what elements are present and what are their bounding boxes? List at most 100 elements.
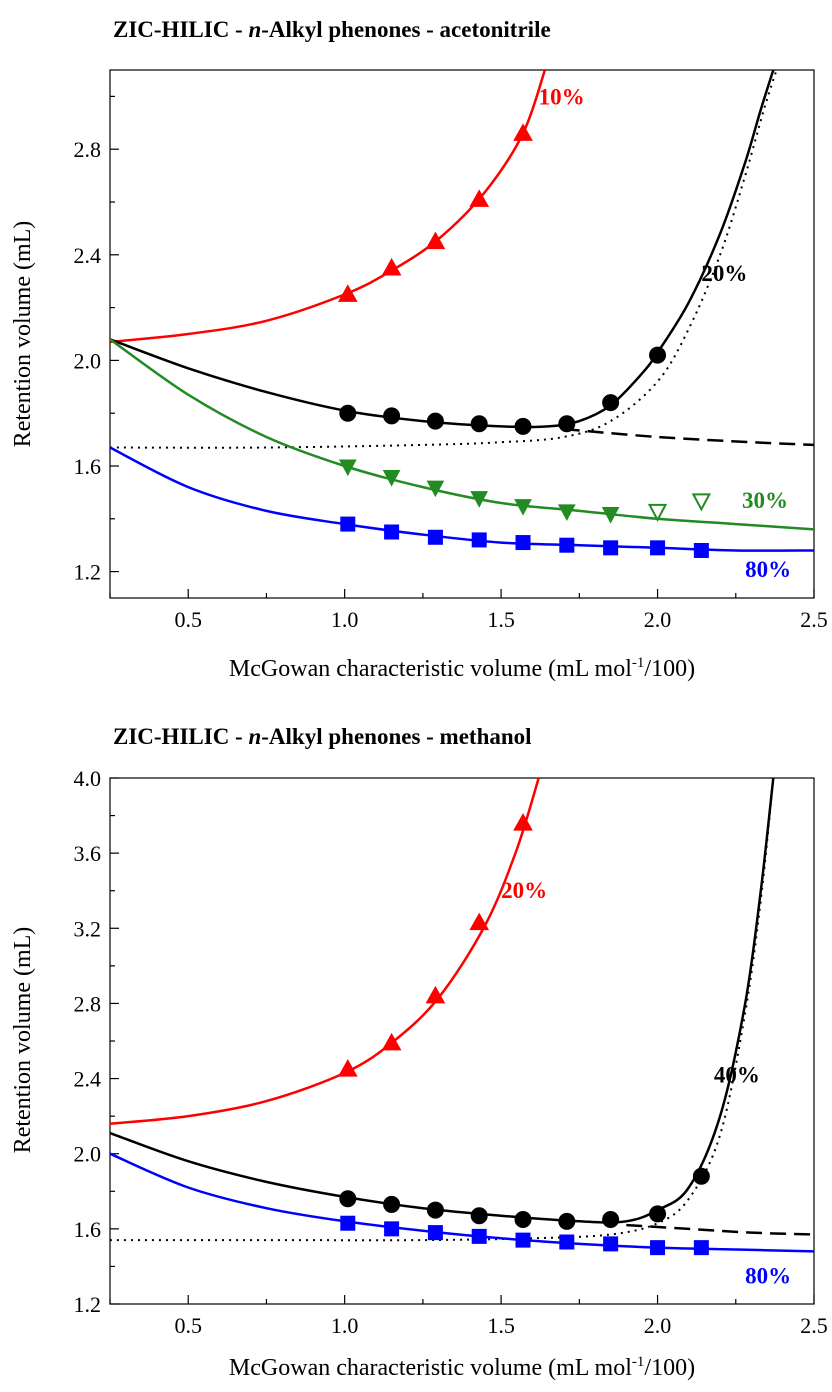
series-80pct bbox=[110, 446, 814, 558]
y-axis-label: Retention volume (mL) bbox=[10, 221, 36, 448]
data-point bbox=[649, 346, 667, 364]
y-tick-label: 2.0 bbox=[74, 348, 102, 373]
x-tick-label: 2.5 bbox=[800, 1313, 828, 1338]
data-point bbox=[515, 535, 531, 551]
x-tick-label: 0.5 bbox=[174, 1313, 202, 1338]
series-label: 40% bbox=[714, 1062, 760, 1087]
data-point bbox=[513, 123, 533, 141]
series-label: 80% bbox=[745, 557, 791, 582]
data-point bbox=[427, 1225, 443, 1241]
y-axis-label: Retention volume (mL) bbox=[10, 927, 36, 1154]
panel-methanol: ZIC-HILIC - n-Alkyl phenones - methanol … bbox=[10, 724, 828, 1381]
y-tick-label: 2.4 bbox=[74, 1067, 102, 1092]
data-point bbox=[426, 1201, 444, 1219]
data-point bbox=[515, 1232, 531, 1248]
data-point bbox=[649, 1205, 667, 1223]
data-point bbox=[650, 540, 666, 556]
data-point bbox=[602, 394, 620, 412]
y-tick-label: 2.0 bbox=[74, 1142, 102, 1167]
plot-frame bbox=[109, 69, 815, 599]
data-point bbox=[513, 813, 533, 831]
data-point bbox=[427, 529, 443, 545]
dotted-line bbox=[110, 70, 778, 449]
data-point bbox=[426, 480, 445, 498]
x-tick-label: 1.5 bbox=[487, 607, 515, 632]
data-point bbox=[384, 524, 400, 540]
y-tick-label: 1.2 bbox=[74, 560, 102, 585]
data-point bbox=[514, 1210, 532, 1228]
data-point bbox=[469, 912, 490, 931]
data-point bbox=[693, 1240, 709, 1256]
x-ticks: 0.5 1.0 1.5 2.0 2.5 bbox=[109, 1295, 828, 1338]
series-80pct bbox=[110, 1152, 814, 1256]
dashed-line bbox=[626, 1223, 814, 1236]
chart-title: ZIC-HILIC - n-Alkyl phenones - methanol bbox=[113, 724, 532, 749]
fit-line bbox=[110, 446, 814, 552]
plot-area: 10% 20% 30% 80% bbox=[110, 70, 814, 582]
y-ticks: 1.2 1.6 2.0 2.4 2.8 3.2 3.6 4.0 bbox=[74, 766, 119, 1317]
data-point bbox=[603, 1236, 619, 1252]
series-label: 20% bbox=[501, 878, 547, 903]
data-point bbox=[384, 1221, 400, 1237]
data-point bbox=[425, 231, 446, 250]
data-point bbox=[693, 542, 709, 558]
fit-line bbox=[110, 778, 540, 1125]
data-point bbox=[339, 404, 357, 422]
y-tick-label: 2.4 bbox=[74, 243, 102, 268]
x-tick-label: 0.5 bbox=[174, 607, 202, 632]
series-20pct bbox=[110, 70, 814, 449]
series-label: 80% bbox=[745, 1263, 791, 1288]
data-point bbox=[650, 1240, 666, 1256]
series-10pct bbox=[110, 70, 547, 344]
plot-frame bbox=[109, 777, 815, 1305]
y-tick-label: 1.2 bbox=[74, 1292, 102, 1317]
data-point bbox=[426, 412, 444, 430]
dashed-line bbox=[563, 427, 814, 447]
series-20pct bbox=[110, 778, 540, 1125]
data-point bbox=[337, 1059, 358, 1077]
data-point bbox=[603, 540, 619, 556]
y-tick-label: 2.8 bbox=[74, 137, 102, 162]
fit-line bbox=[110, 338, 814, 531]
chart-title: ZIC-HILIC - n-Alkyl phenones - acetonitr… bbox=[113, 17, 551, 42]
x-tick-label: 2.5 bbox=[800, 607, 828, 632]
plot-area: 20% 40% 80% bbox=[110, 778, 814, 1288]
data-point bbox=[339, 1190, 357, 1208]
y-tick-label: 1.6 bbox=[74, 454, 102, 479]
series-label: 10% bbox=[539, 84, 585, 109]
x-tick-label: 1.5 bbox=[487, 1313, 515, 1338]
data-point bbox=[470, 491, 489, 508]
data-point bbox=[559, 537, 575, 553]
data-point bbox=[340, 516, 356, 532]
x-tick-label: 2.0 bbox=[644, 607, 672, 632]
x-axis-label: McGowan characteristic volume (mL mol-1/… bbox=[229, 1354, 695, 1381]
data-point bbox=[382, 470, 401, 487]
data-point bbox=[557, 504, 576, 521]
x-tick-label: 1.0 bbox=[331, 607, 359, 632]
data-point bbox=[514, 499, 532, 516]
fit-line bbox=[110, 70, 775, 429]
series-label: 30% bbox=[742, 488, 788, 513]
data-point bbox=[470, 415, 488, 433]
data-point bbox=[514, 417, 532, 435]
fit-line bbox=[110, 1152, 814, 1253]
y-tick-label: 1.6 bbox=[74, 1217, 102, 1242]
x-ticks: 0.5 1.0 1.5 2.0 2.5 bbox=[109, 589, 828, 632]
data-point bbox=[337, 284, 358, 302]
x-tick-label: 1.0 bbox=[331, 1313, 359, 1338]
data-point bbox=[470, 1207, 488, 1225]
data-point bbox=[691, 493, 712, 512]
data-point bbox=[381, 257, 402, 276]
data-point bbox=[471, 532, 487, 548]
panel-acetonitrile: ZIC-HILIC - n-Alkyl phenones - acetonitr… bbox=[10, 17, 828, 682]
data-point bbox=[381, 1032, 402, 1051]
x-tick-label: 2.0 bbox=[644, 1313, 672, 1338]
data-point bbox=[602, 1210, 620, 1228]
data-point bbox=[558, 1212, 576, 1230]
data-point bbox=[601, 507, 620, 524]
data-point bbox=[558, 415, 576, 433]
y-tick-label: 4.0 bbox=[74, 766, 102, 791]
data-point bbox=[469, 189, 490, 207]
data-point bbox=[471, 1228, 487, 1244]
